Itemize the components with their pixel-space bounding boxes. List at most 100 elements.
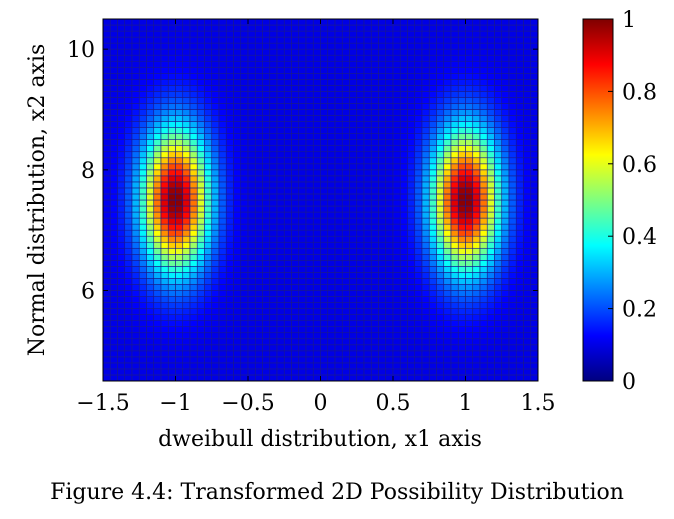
heatmap-cell <box>283 115 292 122</box>
heatmap-cell <box>124 314 133 321</box>
heatmap-cell <box>392 314 401 321</box>
heatmap-cell <box>225 103 234 110</box>
heatmap-cell <box>312 133 321 140</box>
heatmap-cell <box>523 115 532 122</box>
heatmap-cell <box>109 344 118 352</box>
heatmap-cell <box>399 235 408 243</box>
heatmap-cell <box>472 235 481 243</box>
heatmap-cell <box>334 42 343 50</box>
heatmap-cell <box>225 368 234 376</box>
heatmap-cell <box>196 284 205 291</box>
heatmap-cell <box>407 157 416 165</box>
heatmap-cell <box>479 320 488 328</box>
heatmap-cell <box>515 157 524 165</box>
heatmap-cell <box>218 314 227 321</box>
heatmap-cell <box>167 320 176 328</box>
heatmap-cell <box>109 151 118 159</box>
heatmap-cell <box>407 254 416 261</box>
heatmap-cell <box>349 54 358 62</box>
heatmap-cell <box>153 356 162 364</box>
heatmap-cell <box>211 284 220 291</box>
heatmap-cell <box>117 278 126 285</box>
heatmap-cell <box>262 338 271 346</box>
heatmap-cell <box>334 30 343 38</box>
heatmap-cell <box>407 30 416 38</box>
heatmap-cell <box>472 211 481 219</box>
heatmap-cell <box>196 54 205 62</box>
heatmap-cell <box>153 133 162 140</box>
heatmap-cell <box>457 103 466 110</box>
heatmap-cell <box>530 199 538 207</box>
heatmap-cell <box>363 54 372 62</box>
heatmap-cell <box>204 217 213 225</box>
heatmap-cell <box>501 121 510 128</box>
heatmap-cell <box>327 247 336 255</box>
heatmap-cell <box>341 133 350 140</box>
heatmap-cell <box>450 73 459 80</box>
heatmap-cell <box>428 109 437 116</box>
heatmap-cell <box>117 326 126 334</box>
heatmap-cell <box>269 302 278 309</box>
heatmap-cell <box>138 205 147 213</box>
heatmap-cell <box>153 175 162 183</box>
heatmap-cell <box>276 121 285 128</box>
heatmap-cell <box>146 272 155 279</box>
heatmap-cell <box>385 308 394 315</box>
heatmap-cell <box>291 290 300 297</box>
heatmap-cell <box>421 229 430 237</box>
heatmap-cell <box>291 127 300 134</box>
heatmap-cell <box>189 157 198 165</box>
heatmap-cell <box>515 19 524 26</box>
heatmap-cell <box>131 163 140 171</box>
heatmap-cell <box>508 145 517 153</box>
heatmap-cell <box>312 229 321 237</box>
heatmap-cell <box>211 235 220 243</box>
heatmap-cell <box>103 30 111 38</box>
heatmap-cell <box>515 266 524 273</box>
heatmap-cell <box>305 79 314 86</box>
heatmap-cell <box>247 97 256 104</box>
heatmap-cell <box>196 139 205 146</box>
heatmap-cell <box>486 79 495 86</box>
heatmap-cell <box>465 133 474 140</box>
heatmap-cell <box>247 19 256 26</box>
heatmap-cell <box>218 374 227 381</box>
heatmap-cell <box>182 175 191 183</box>
heatmap-cell <box>109 115 118 122</box>
heatmap-cell <box>501 326 510 334</box>
heatmap-cell <box>320 145 329 153</box>
heatmap-cell <box>356 302 365 309</box>
heatmap-cell <box>356 109 365 116</box>
heatmap-cell <box>109 163 118 171</box>
heatmap-cell <box>378 302 387 309</box>
heatmap-cell <box>153 241 162 249</box>
heatmap-cell <box>124 296 133 303</box>
heatmap-cell <box>247 374 256 381</box>
heatmap-cell <box>479 48 488 56</box>
heatmap-cell <box>189 109 198 116</box>
heatmap-cell <box>414 151 423 159</box>
heatmap-cell <box>218 169 227 177</box>
heatmap-cell <box>276 66 285 74</box>
heatmap-cell <box>225 42 234 50</box>
heatmap-cell <box>530 163 538 171</box>
heatmap-cell <box>349 85 358 92</box>
heatmap-cell <box>320 320 329 328</box>
heatmap-cell <box>436 133 445 140</box>
heatmap-cell <box>175 320 184 328</box>
heatmap-cell <box>327 320 336 328</box>
heatmap-cell <box>421 133 430 140</box>
heatmap-cell <box>436 205 445 213</box>
heatmap-cell <box>153 205 162 213</box>
heatmap-cell <box>175 115 184 122</box>
heatmap-cell <box>189 103 198 110</box>
heatmap-cell <box>131 205 140 213</box>
heatmap-cell <box>103 103 111 110</box>
heatmap-cell <box>356 139 365 146</box>
heatmap-cell <box>167 326 176 334</box>
heatmap-cell <box>138 362 147 370</box>
heatmap-cell <box>530 30 538 38</box>
heatmap-cell <box>320 60 329 68</box>
heatmap-cell <box>465 115 474 122</box>
heatmap-cell <box>196 350 205 358</box>
